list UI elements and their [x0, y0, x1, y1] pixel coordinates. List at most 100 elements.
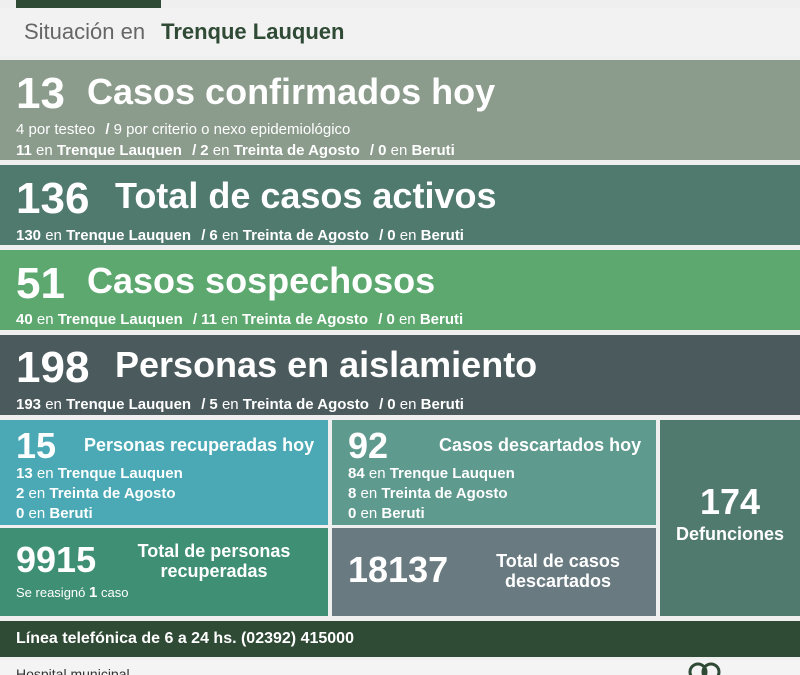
place-treinta-de-agosto: Treinta de Agosto — [233, 142, 360, 159]
total-recuperados-title: Total de personas recuperadas — [124, 541, 304, 582]
card-total-recuperados: 9915 Total de personas recuperadas Se re… — [0, 528, 328, 616]
sospechosos-title: Casos sospechosos — [87, 260, 436, 301]
place-treinta-de-agosto: Treinta de Agosto — [242, 396, 369, 413]
band-aislamiento: 198 Personas en aislamiento 193 en Trenq… — [0, 335, 800, 415]
aislamiento-title: Personas en aislamiento — [115, 344, 538, 385]
card-defunciones: 174 Defunciones — [660, 420, 800, 616]
count-treinta-de-agosto: 5 — [209, 396, 218, 413]
en-label: en — [28, 505, 46, 522]
count-beruti: 0 — [386, 311, 395, 328]
count-treinta-de-agosto: 8 — [348, 485, 357, 502]
recuperados-tl-line: 13 en Trenque Lauquen — [16, 466, 183, 481]
note-text-b: caso — [100, 585, 129, 600]
header-city: Trenque Lauquen — [161, 19, 345, 44]
aislamiento-places-line: 193 en Trenque Lauquen /5 en Treinta de … — [16, 397, 464, 412]
separator: / — [379, 396, 384, 413]
descartados-be-line: 0 en Beruti — [348, 506, 425, 521]
testeo-label: por testeo — [28, 121, 96, 138]
count-beruti: 0 — [16, 505, 25, 522]
place-trenque-lauquen: Trenque Lauquen — [389, 465, 515, 482]
place-treinta-de-agosto: Treinta de Agosto — [241, 311, 369, 328]
descartados-hoy-title: Casos descartados hoy — [439, 435, 642, 455]
en-label: en — [45, 227, 62, 244]
en-label: en — [360, 505, 378, 522]
criterio-count: 9 — [113, 121, 122, 138]
top-accent-bar — [16, 0, 161, 8]
sospechosos-number: 51 — [16, 259, 65, 308]
en-label: en — [28, 485, 46, 502]
place-trenque-lauquen: Trenque Lauquen — [66, 396, 192, 413]
total-descartados-title: Total de casos descartados — [478, 551, 638, 592]
place-beruti: Beruti — [411, 142, 455, 159]
confirmados-title: Casos confirmados hoy — [87, 71, 496, 112]
defunciones-title: Defunciones — [675, 524, 785, 544]
count-treinta-de-agosto: 2 — [200, 142, 209, 159]
count-trenque-lauquen: 84 — [348, 465, 365, 482]
recuperados-hoy-number: 15 — [16, 425, 57, 466]
activos-number: 136 — [16, 174, 90, 223]
aislamiento-number: 198 — [16, 343, 90, 392]
count-trenque-lauquen: 11 — [16, 142, 32, 159]
descartados-tl-line: 84 en Trenque Lauquen — [348, 466, 515, 481]
total-descartados-number: 18137 — [348, 549, 449, 590]
place-treinta-de-agosto: Treinta de Agosto — [49, 485, 176, 502]
en-label: en — [212, 142, 230, 159]
page-header: Situación en Trenque Lauquen — [0, 8, 800, 56]
place-beruti: Beruti — [381, 505, 425, 522]
en-label: en — [399, 396, 417, 413]
separator: / — [201, 396, 206, 413]
place-beruti: Beruti — [420, 227, 464, 244]
place-trenque-lauquen: Trenque Lauquen — [66, 227, 192, 244]
place-treinta-de-agosto: Treinta de Agosto — [242, 227, 369, 244]
phone-bar: Línea telefónica de 6 a 24 hs. (02392) 4… — [0, 621, 800, 657]
count-beruti: 0 — [387, 227, 396, 244]
place-beruti: Beruti — [420, 396, 464, 413]
separator: / — [378, 311, 383, 328]
count-trenque-lauquen: 13 — [16, 465, 33, 482]
criterio-label: por criterio o nexo epidemiológico — [126, 121, 351, 138]
count-beruti: 0 — [387, 396, 396, 413]
count-trenque-lauquen: 40 — [16, 311, 33, 328]
separator: / — [105, 121, 110, 138]
separator: / — [192, 311, 198, 328]
footer: Hospital municipal — [0, 660, 800, 675]
en-label: en — [221, 311, 238, 328]
activos-title: Total de casos activos — [115, 175, 497, 216]
confirmados-number: 13 — [16, 69, 65, 118]
place-beruti: Beruti — [419, 311, 464, 328]
en-label: en — [45, 396, 62, 413]
count-trenque-lauquen: 193 — [16, 396, 42, 413]
place-trenque-lauquen: Trenque Lauquen — [57, 311, 183, 328]
en-label: en — [36, 311, 54, 328]
activos-places-line: 130 en Trenque Lauquen /6 en Treinta de … — [16, 228, 464, 243]
separator: / — [379, 227, 384, 244]
defunciones-number: 174 — [699, 481, 761, 522]
count-beruti: 0 — [378, 142, 387, 159]
en-label: en — [36, 465, 54, 482]
count-trenque-lauquen: 130 — [16, 227, 42, 244]
en-label: en — [360, 485, 378, 502]
en-label: en — [398, 311, 416, 328]
header-label: Situación en — [24, 19, 146, 44]
total-descartados-title-line1: Total de casos — [496, 551, 620, 571]
card-recuperados-hoy: 15 Personas recuperadas hoy 13 en Trenqu… — [0, 420, 328, 525]
total-descartados-title-line2: descartados — [504, 570, 612, 591]
en-label: en — [368, 465, 386, 482]
en-label: en — [390, 142, 408, 159]
count-beruti: 0 — [348, 505, 357, 522]
en-label: en — [221, 227, 239, 244]
total-recuperados-number: 9915 — [16, 539, 97, 580]
band-activos: 136 Total de casos activos 130 en Trenqu… — [0, 165, 800, 245]
card-descartados-hoy: 92 Casos descartados hoy 84 en Trenque L… — [332, 420, 656, 525]
confirmados-places-line: 11 en Trenque Lauquen /2 en Treinta de A… — [16, 143, 455, 158]
separator: / — [201, 227, 206, 244]
place-trenque-lauquen: Trenque Lauquen — [56, 142, 182, 159]
note-text-a: Se reasignó — [16, 585, 86, 600]
confirmados-detail-line: 4 por testeo /9 por criterio o nexo epid… — [16, 122, 350, 137]
total-recuperados-title-line1: Total de personas — [137, 541, 291, 561]
en-label: en — [221, 396, 239, 413]
count-treinta-de-agosto: 2 — [16, 485, 25, 502]
en-label: en — [399, 227, 417, 244]
separator: / — [192, 142, 197, 159]
reasignado-note: Se reasignó 1 caso — [16, 585, 128, 600]
